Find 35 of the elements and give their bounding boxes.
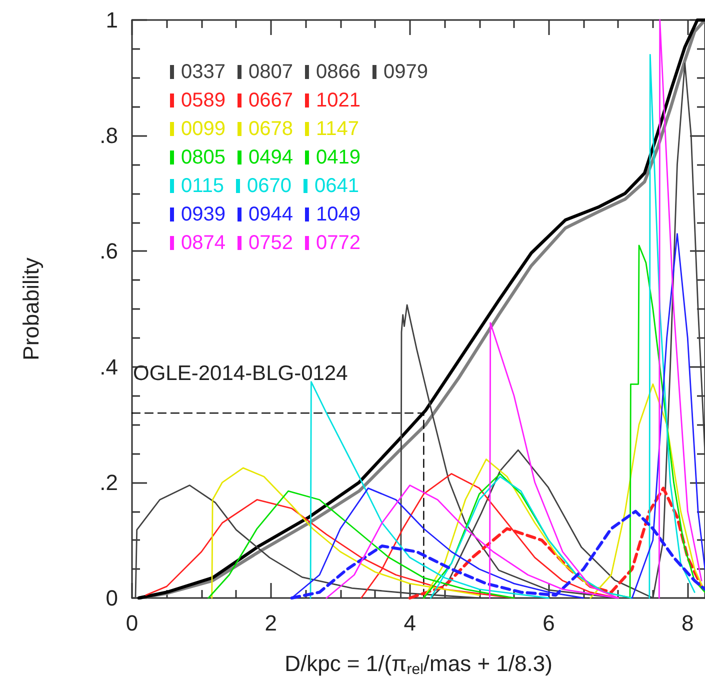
y-tick-label: 1 bbox=[106, 8, 118, 32]
x-tick-label: 0 bbox=[126, 610, 138, 636]
legend-label: 0494 bbox=[248, 146, 293, 168]
legend-label: 0772 bbox=[316, 232, 360, 254]
legend-label: 0589 bbox=[181, 90, 226, 112]
legend-label: 0670 bbox=[247, 175, 292, 197]
legend-label: 1021 bbox=[316, 90, 360, 112]
y-tick-label: .6 bbox=[100, 238, 118, 264]
legend-label: 0337 bbox=[181, 61, 226, 83]
y-tick-label: .8 bbox=[100, 123, 118, 148]
legend-label: 0939 bbox=[181, 204, 226, 226]
x-tick-label: 4 bbox=[404, 610, 416, 636]
legend-label: 0752 bbox=[248, 232, 293, 254]
legend-label: 0419 bbox=[316, 146, 360, 168]
legend-label: 1147 bbox=[316, 118, 359, 140]
legend-label: 0944 bbox=[248, 204, 293, 226]
legend-label: 0874 bbox=[181, 232, 226, 254]
y-tick-label: .4 bbox=[100, 354, 118, 380]
legend-label: 0678 bbox=[248, 118, 293, 140]
x-tick-label: 6 bbox=[542, 610, 555, 636]
y-axis-title: Probability bbox=[18, 258, 44, 360]
x-tick-label: 8 bbox=[682, 610, 694, 636]
legend-label: 0805 bbox=[181, 146, 226, 168]
x-tick-label: 2 bbox=[264, 610, 278, 636]
y-tick-label: 0 bbox=[106, 586, 118, 610]
legend-label: 0115 bbox=[181, 175, 224, 197]
legend-label: 0807 bbox=[248, 61, 293, 83]
y-tick-label: .2 bbox=[100, 470, 118, 495]
legend-label: 0667 bbox=[248, 90, 293, 112]
legend-label: 0866 bbox=[316, 61, 360, 83]
legend-label: 0641 bbox=[314, 175, 359, 197]
legend-label: 0099 bbox=[181, 118, 226, 140]
legend-label: 1049 bbox=[316, 204, 360, 226]
legend-label: 0979 bbox=[383, 61, 428, 83]
annotation: OGLE-2014-BLG-0124 bbox=[133, 362, 348, 385]
